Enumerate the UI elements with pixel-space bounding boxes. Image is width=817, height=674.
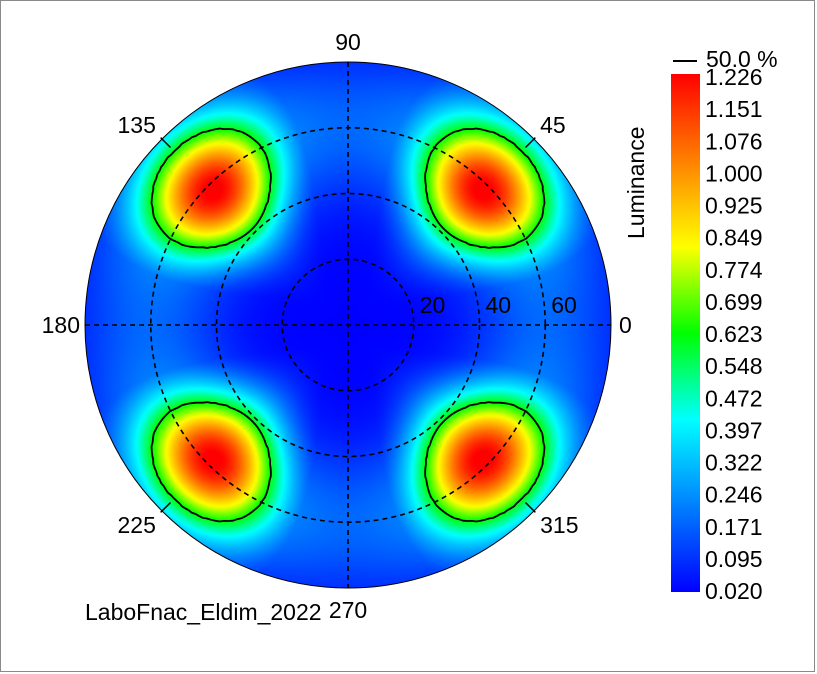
contour-lobe-225 [150, 401, 272, 523]
colorbar-tick-label: 0.623 [705, 321, 763, 347]
azimuth-tick-45 [524, 137, 536, 149]
radial-label-40: 40 [486, 292, 512, 318]
colorbar-title: Luminance [623, 126, 649, 239]
grid-ring-40 [215, 192, 481, 458]
azimuth-tick-225 [160, 501, 172, 513]
contour-lobe-315 [424, 401, 546, 523]
azimuth-tick-135 [160, 137, 172, 149]
azimuth-tick-315 [524, 501, 536, 513]
colorbar-tick-label: 1.076 [705, 128, 763, 154]
contour-lobe-45 [424, 127, 546, 249]
colorbar-tick-label: 0.925 [705, 193, 763, 219]
colorbar-tick-label: 0.774 [705, 257, 763, 283]
colorbar-tick-label: 0.699 [705, 289, 763, 315]
azimuth-label-180: 180 [42, 312, 80, 338]
contour-50-percent [150, 127, 546, 523]
grid-ring-60 [149, 126, 547, 524]
contour-legend-label: 50.0 % [706, 46, 778, 72]
colorbar-tick-label: 0.472 [705, 385, 763, 411]
azimuth-label-270: 270 [329, 597, 367, 623]
polar-grid [85, 62, 611, 588]
colorbar-tick-label: 1.226 [705, 64, 763, 90]
azimuth-label-0: 0 [619, 312, 632, 338]
azimuth-label-225: 225 [118, 512, 156, 538]
colorbar-tick-label: 0.095 [705, 546, 763, 572]
colorbar [671, 74, 700, 592]
colorbar-tick-label: 0.849 [705, 225, 763, 251]
colorbar-ticks: 1.226 1.151 1.076 1.000 0.925 0.849 0.774 0.699… [705, 64, 763, 604]
colorbar-tick-label: 0.397 [705, 417, 763, 443]
colorbar-tick-label: 0.020 [705, 578, 763, 604]
grid-ring-20 [281, 258, 415, 392]
colorbar-tick-label: 0.246 [705, 482, 763, 508]
azimuth-label-90: 90 [335, 29, 361, 55]
colorbar-tick-label: 1.000 [705, 160, 763, 186]
radial-label-20: 20 [420, 292, 446, 318]
azimuth-label-45: 45 [540, 112, 566, 138]
radial-label-60: 60 [551, 292, 577, 318]
azimuth-label-315: 315 [540, 512, 578, 538]
footer-label: LaboFnac_Eldim_2022 [85, 599, 322, 625]
colorbar-tick-label: 0.171 [705, 514, 763, 540]
colorbar-tick-label: 0.322 [705, 450, 763, 476]
colorbar-tick-label: 0.548 [705, 353, 763, 379]
polar-labels: 0 45 90 135 180 225 270 315 20 40 60 [42, 29, 632, 623]
colorbar-tick-label: 1.151 [705, 96, 763, 122]
contour-lobe-135 [150, 127, 272, 249]
azimuth-label-135: 135 [118, 112, 156, 138]
